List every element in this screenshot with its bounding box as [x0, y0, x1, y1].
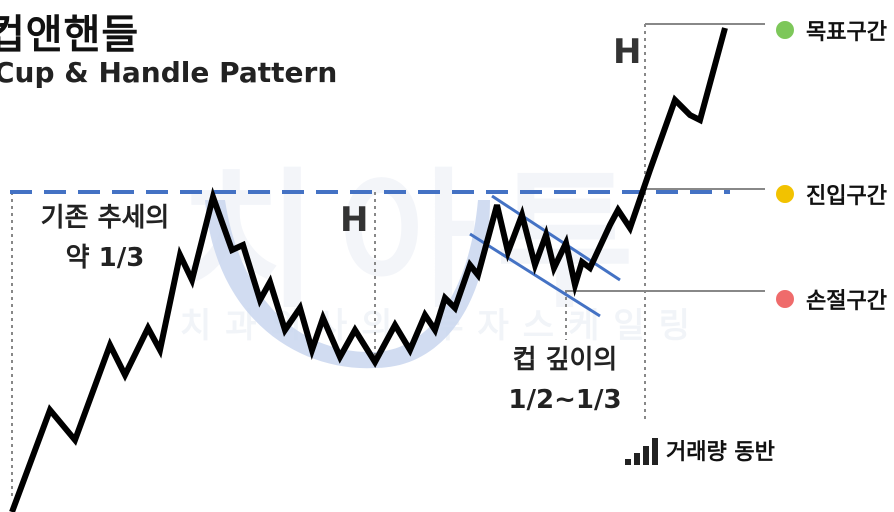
cup-depth-label-line2: 1/2~1/3 — [508, 385, 622, 415]
legend-stop: 손절구간 — [776, 283, 887, 315]
legend-target: 목표구간 — [776, 14, 887, 46]
prior-trend-label-line1: 기존 추세의 — [40, 203, 170, 233]
prior-trend-label: 기존 추세의 약 1/3 — [30, 198, 180, 278]
target-height-marker: H — [613, 32, 642, 72]
legend-stop-label: 손절구간 — [806, 289, 887, 314]
handle-channel-upper — [491, 194, 621, 282]
legend-entry: 진입구간 — [776, 178, 887, 210]
handle-channel-lower — [469, 232, 601, 318]
legend-target-label: 목표구간 — [806, 20, 887, 45]
volume-icon — [625, 435, 658, 465]
cup-depth-label: 컵 깊이의 1/2~1/3 — [490, 340, 640, 420]
cup-shape — [205, 200, 490, 369]
page-subtitle: Cup & Handle Pattern — [0, 56, 338, 89]
stop-dot-icon — [776, 290, 794, 308]
legend-entry-label: 진입구간 — [806, 184, 887, 209]
entry-dot-icon — [776, 185, 794, 203]
target-dot-icon — [776, 21, 794, 39]
prior-trend-label-line2: 약 1/3 — [65, 243, 145, 273]
cup-depth-label-line1: 컵 깊이의 — [512, 345, 618, 375]
volume-note: 거래량 동반 — [625, 434, 775, 466]
volume-label: 거래량 동반 — [666, 440, 775, 465]
page-title: 컵앤핸들 — [0, 12, 140, 58]
cup-height-marker: H — [340, 200, 369, 240]
price-line — [9, 27, 728, 512]
